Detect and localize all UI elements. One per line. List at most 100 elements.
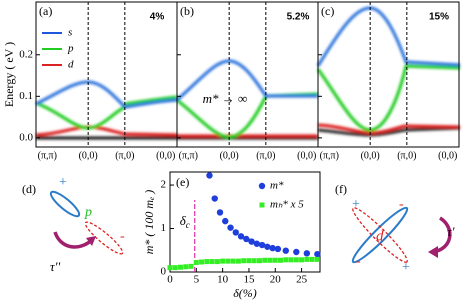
x-tick-label: 25 [296, 274, 308, 286]
y-tick-label: 2 [161, 179, 167, 191]
data-point [256, 258, 262, 264]
x-axis-label: δ(%) [233, 286, 257, 300]
strain-label: 5.2% [287, 12, 310, 23]
data-point [278, 257, 284, 263]
annotation: m* → ∞ [203, 91, 248, 106]
threshold-subscript: c [186, 220, 190, 230]
data-point [220, 258, 226, 264]
x-tick-label: (0,0) [79, 150, 98, 161]
minus-sign: - [120, 229, 125, 244]
x-tick-label: (π,0) [115, 150, 134, 161]
panel-label: (e) [176, 175, 189, 189]
x-tick-label: 5 [194, 274, 200, 286]
data-point [293, 248, 300, 256]
hopping-label: τ'' [50, 259, 60, 274]
strain-label: 15% [429, 12, 449, 23]
data-point [264, 243, 271, 250]
data-point [309, 256, 315, 262]
diagram-d: (d) + p - τ'' [22, 175, 125, 274]
data-point [232, 229, 239, 236]
data-point [206, 172, 213, 179]
minus-sign: - [399, 197, 404, 212]
data-point [274, 245, 282, 253]
band-curves [35, 6, 461, 140]
y-tick-label: 1 [161, 222, 167, 234]
y-axis-label: Energy ( eV ) [2, 42, 16, 107]
panel-label: (d) [22, 182, 36, 196]
panel-label: (c) [321, 4, 334, 18]
orbital-label: d [376, 228, 384, 244]
data-point [258, 241, 266, 249]
plot-frame [169, 171, 321, 273]
legend-label: s [68, 27, 72, 39]
data-point [303, 250, 311, 257]
data-point [225, 258, 231, 264]
data-point [267, 257, 273, 263]
data-point [248, 238, 255, 245]
y-axis-label: m* ( 100 mₑ ) [142, 190, 156, 254]
minus-sign: - [356, 254, 361, 269]
x-tick-label: 15 [243, 274, 255, 286]
data-point [246, 258, 252, 264]
data-point [222, 217, 229, 225]
x-tick-label: 0 [167, 274, 173, 286]
data-point [282, 247, 289, 254]
data-point [211, 195, 218, 202]
plus-sign: + [59, 175, 67, 190]
data-point [314, 250, 321, 258]
y-tick-label: 0.0 [19, 131, 33, 143]
data-point [216, 209, 224, 216]
data-point [204, 259, 210, 265]
data-point [251, 258, 257, 264]
panel-label: (f) [335, 182, 347, 196]
data-point [183, 264, 189, 270]
x-tick-label: (0,0) [438, 150, 457, 161]
data-point [172, 265, 178, 271]
data-point [209, 259, 215, 265]
data-point [199, 259, 205, 265]
data-point [178, 264, 184, 270]
panel-label: (a) [39, 4, 52, 18]
threshold-symbol: δ [180, 213, 187, 228]
data-point [214, 259, 220, 265]
legend-label: mₕ* x 5 [270, 199, 304, 211]
data-point [293, 257, 299, 263]
data-point [288, 257, 294, 263]
data-point [193, 259, 199, 265]
y-tick-label: 0 [161, 266, 167, 278]
plus-sign: + [402, 260, 410, 275]
plus-sign: + [352, 197, 360, 212]
data-point [253, 240, 261, 247]
x-tick-label: (π,π) [320, 150, 339, 161]
data-point [283, 257, 289, 263]
panel-label: (b) [180, 4, 194, 18]
data-point [235, 258, 241, 264]
data-point [188, 263, 194, 269]
data-point [299, 257, 305, 263]
data-point [272, 257, 278, 263]
x-tick-label: (0,0) [361, 150, 380, 161]
data-point [314, 256, 320, 262]
panel-frame [35, 1, 178, 148]
data-point [241, 258, 247, 264]
legend-swatch [259, 202, 265, 208]
data-point [243, 235, 250, 243]
diagram-f: (f) + - d - + τ' [335, 182, 455, 275]
data-point [227, 224, 234, 231]
panel-frame [317, 1, 460, 148]
data-point [304, 256, 310, 262]
x-tick-label: 10 [217, 274, 229, 286]
y-tick-label: 0.2 [19, 48, 33, 60]
data-point [230, 258, 236, 264]
legend-label: m* [270, 180, 284, 192]
legend-swatch [258, 182, 266, 190]
hopping-label: τ' [447, 224, 455, 239]
x-tick-label: (π,π) [179, 150, 198, 161]
data-point [237, 233, 245, 240]
data-point [262, 257, 268, 263]
x-tick-label: (π,0) [397, 150, 416, 161]
x-tick-label: (0,0) [220, 150, 239, 161]
y-tick-label: 0.1 [19, 90, 33, 102]
data-point [269, 244, 276, 252]
